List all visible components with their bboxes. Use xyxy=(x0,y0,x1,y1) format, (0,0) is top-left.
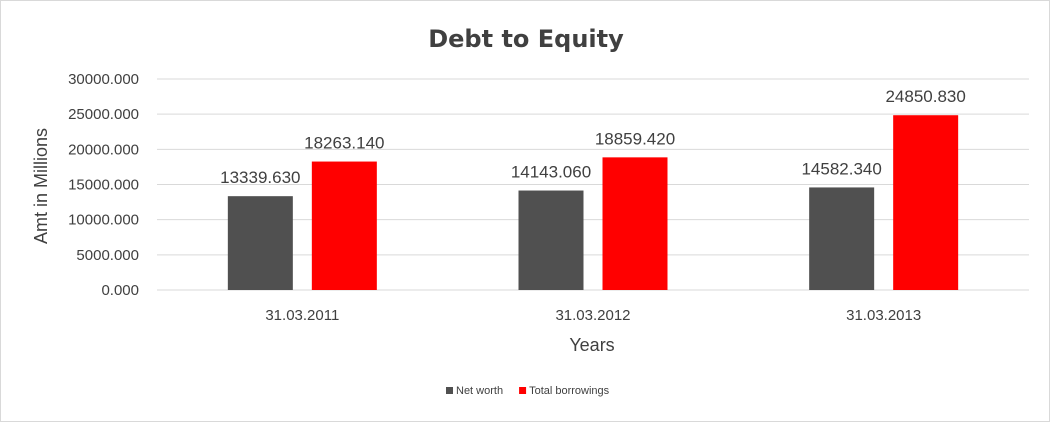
gridlines xyxy=(157,78,1029,291)
legend-swatch xyxy=(446,387,453,394)
x-tick-label: 31.03.2012 xyxy=(555,307,630,324)
chart-title: Debt to Equity xyxy=(428,25,624,53)
y-tick-label: 10000.000 xyxy=(68,212,139,229)
y-tick-label: 25000.000 xyxy=(68,106,139,123)
y-tick-label: 0.000 xyxy=(101,282,139,299)
x-tick-label: 31.03.2011 xyxy=(265,307,339,324)
y-tick-label: 30000.000 xyxy=(68,71,139,88)
y-tick-label: 20000.000 xyxy=(68,141,139,158)
legend-label: Net worth xyxy=(456,385,503,397)
bar-total-borrowings xyxy=(311,161,377,290)
x-tick-label: 31.03.2013 xyxy=(846,307,921,324)
y-axis-ticks: 0.000 5000.000 10000.000 15000.000 20000.000… xyxy=(68,71,139,299)
bars xyxy=(227,115,959,291)
data-label: 24850.830 xyxy=(885,87,965,106)
data-label: 13339.630 xyxy=(220,168,300,187)
bar-net-worth xyxy=(518,190,584,290)
data-label: 14582.340 xyxy=(801,159,881,178)
x-axis-ticks: 31.03.2011 31.03.2012 31.03.2013 xyxy=(265,307,921,324)
data-label: 18263.140 xyxy=(304,134,384,153)
data-label: 14143.060 xyxy=(511,163,591,182)
bar-net-worth xyxy=(809,187,875,290)
bar-total-borrowings xyxy=(893,115,959,291)
bar-total-borrowings xyxy=(602,157,668,290)
y-tick-label: 15000.000 xyxy=(68,177,139,194)
legend-label: Total borrowings xyxy=(529,385,610,397)
y-axis-title: Amt in Millions xyxy=(31,128,51,244)
legend: Net worth Total borrowings xyxy=(446,385,610,397)
legend-swatch xyxy=(519,387,527,394)
bar-net-worth xyxy=(227,196,293,290)
x-axis-title: Years xyxy=(569,335,614,355)
y-tick-label: 5000.000 xyxy=(76,247,139,264)
data-label: 18859.420 xyxy=(595,129,675,148)
